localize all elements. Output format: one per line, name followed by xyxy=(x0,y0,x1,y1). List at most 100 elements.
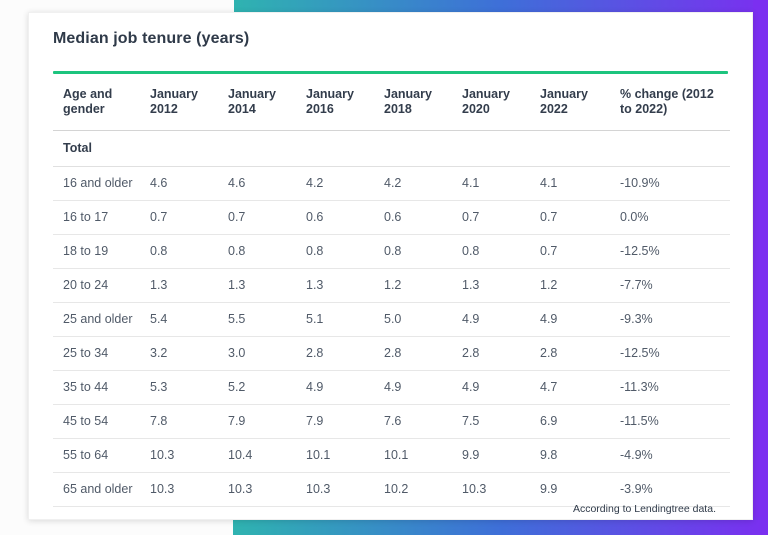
table-cell: 4.1 xyxy=(530,166,610,201)
table-cell: 6.9 xyxy=(530,404,610,439)
row-label: 18 to 19 xyxy=(53,234,140,269)
row-label: 65 and older xyxy=(53,472,140,507)
gradient-frame-top xyxy=(234,0,768,13)
table-cell: 10.3 xyxy=(218,472,296,507)
table-row: 18 to 19 0.8 0.8 0.8 0.8 0.8 0.7 -12.5% xyxy=(53,234,730,269)
column-header: January 2022 xyxy=(530,74,610,131)
table-cell: 4.2 xyxy=(374,166,452,201)
table-cell: 0.7 xyxy=(140,200,218,235)
table-row: 45 to 54 7.8 7.9 7.9 7.6 7.5 6.9 -11.5% xyxy=(53,404,730,439)
gradient-frame-right xyxy=(753,0,768,535)
table-cell: 9.8 xyxy=(530,438,610,473)
table-cell: 0.8 xyxy=(374,234,452,269)
table-cell: 2.8 xyxy=(452,336,530,371)
table-cell: 4.9 xyxy=(374,370,452,405)
table-cell: -11.5% xyxy=(610,404,730,439)
table-row: 20 to 24 1.3 1.3 1.3 1.2 1.3 1.2 -7.7% xyxy=(53,268,730,303)
table-cell: 10.4 xyxy=(218,438,296,473)
table-cell: 4.9 xyxy=(452,302,530,337)
row-label: 45 to 54 xyxy=(53,404,140,439)
table-cell: 0.8 xyxy=(452,234,530,269)
table-cell: 0.8 xyxy=(296,234,374,269)
table-cell: 0.7 xyxy=(218,200,296,235)
column-header: January 2020 xyxy=(452,74,530,131)
table-cell: -11.3% xyxy=(610,370,730,405)
table-cell: 5.2 xyxy=(218,370,296,405)
table-cell: 2.8 xyxy=(296,336,374,371)
tenure-table: Age and gender January 2012 January 2014 Ja… xyxy=(53,74,730,507)
table-row: 16 to 17 0.7 0.7 0.6 0.6 0.7 0.7 0.0% xyxy=(53,200,730,235)
table-cell: -12.5% xyxy=(610,234,730,269)
table-cell: 2.8 xyxy=(530,336,610,371)
table-header: Age and gender January 2012 January 2014 Ja… xyxy=(53,74,730,131)
table-cell: 1.3 xyxy=(296,268,374,303)
table-cell: 1.3 xyxy=(452,268,530,303)
table-cell: 0.7 xyxy=(530,200,610,235)
table-cell: 10.1 xyxy=(374,438,452,473)
attribution-note: According to Lendingtree data. xyxy=(572,503,716,515)
table-cell: 0.8 xyxy=(140,234,218,269)
table-cell: 10.3 xyxy=(296,472,374,507)
row-label: 25 and older xyxy=(53,302,140,337)
table-cell: 7.9 xyxy=(218,404,296,439)
table-cell: 7.5 xyxy=(452,404,530,439)
table-cell: 10.3 xyxy=(140,438,218,473)
row-label: 20 to 24 xyxy=(53,268,140,303)
column-header: Age and gender xyxy=(53,74,140,131)
table-cell: 4.6 xyxy=(218,166,296,201)
column-header: January 2016 xyxy=(296,74,374,131)
gradient-frame-bottom xyxy=(233,517,768,535)
table-cell: 4.1 xyxy=(452,166,530,201)
table-cell: 7.8 xyxy=(140,404,218,439)
table-cell: -12.5% xyxy=(610,336,730,371)
page-title: Median job tenure (years) xyxy=(53,30,250,47)
column-header: % change (2012 to 2022) xyxy=(610,74,730,131)
table-cell: 5.4 xyxy=(140,302,218,337)
table-cell: -3.9% xyxy=(610,472,730,507)
table-cell: 2.8 xyxy=(374,336,452,371)
table-cell: 10.3 xyxy=(140,472,218,507)
table-cell: 4.9 xyxy=(296,370,374,405)
table-cell: 3.0 xyxy=(218,336,296,371)
table-cell: 1.2 xyxy=(374,268,452,303)
table-cell: -10.9% xyxy=(610,166,730,201)
table-cell: 10.1 xyxy=(296,438,374,473)
row-label: 25 to 34 xyxy=(53,336,140,371)
table-body: Total 16 and older 4.6 4.6 4.2 4.2 4.1 4.1 -10.9… xyxy=(53,130,730,507)
table-row: 25 and older 5.4 5.5 5.1 5.0 4.9 4.9 -9.3% xyxy=(53,302,730,337)
table-cell: 5.5 xyxy=(218,302,296,337)
table-cell: 1.3 xyxy=(218,268,296,303)
table-row: 25 to 34 3.2 3.0 2.8 2.8 2.8 2.8 -12.5% xyxy=(53,336,730,371)
tenure-card: Median job tenure (years) Age and gender… xyxy=(28,12,753,520)
table-header-row: Age and gender January 2012 January 2014 Ja… xyxy=(53,74,730,131)
accent-divider xyxy=(53,71,728,74)
column-header: January 2014 xyxy=(218,74,296,131)
table-cell: 4.2 xyxy=(296,166,374,201)
table-section-row: Total xyxy=(53,130,730,167)
table-cell: 3.2 xyxy=(140,336,218,371)
table-cell: 4.9 xyxy=(530,302,610,337)
table-cell: -9.3% xyxy=(610,302,730,337)
table-cell: 4.6 xyxy=(140,166,218,201)
table-row: 65 and older 10.3 10.3 10.3 10.2 10.3 9.9 -3.9% xyxy=(53,472,730,507)
table-cell: 5.1 xyxy=(296,302,374,337)
table-cell: 10.3 xyxy=(452,472,530,507)
table-cell: 5.0 xyxy=(374,302,452,337)
table-row: 35 to 44 5.3 5.2 4.9 4.9 4.9 4.7 -11.3% xyxy=(53,370,730,405)
table-cell: -7.7% xyxy=(610,268,730,303)
table-cell: 7.6 xyxy=(374,404,452,439)
table-cell: 9.9 xyxy=(530,472,610,507)
table-cell: 7.9 xyxy=(296,404,374,439)
table-cell: 1.3 xyxy=(140,268,218,303)
table-cell: 0.8 xyxy=(218,234,296,269)
table-row: 55 to 64 10.3 10.4 10.1 10.1 9.9 9.8 -4.9% xyxy=(53,438,730,473)
table-cell: 4.9 xyxy=(452,370,530,405)
table-cell: 0.6 xyxy=(296,200,374,235)
table-cell: 0.7 xyxy=(530,234,610,269)
table-cell: 4.7 xyxy=(530,370,610,405)
table-cell: 9.9 xyxy=(452,438,530,473)
table-row: 16 and older 4.6 4.6 4.2 4.2 4.1 4.1 -10.9% xyxy=(53,166,730,201)
column-header: January 2018 xyxy=(374,74,452,131)
table-cell: 5.3 xyxy=(140,370,218,405)
row-label: 16 and older xyxy=(53,166,140,201)
